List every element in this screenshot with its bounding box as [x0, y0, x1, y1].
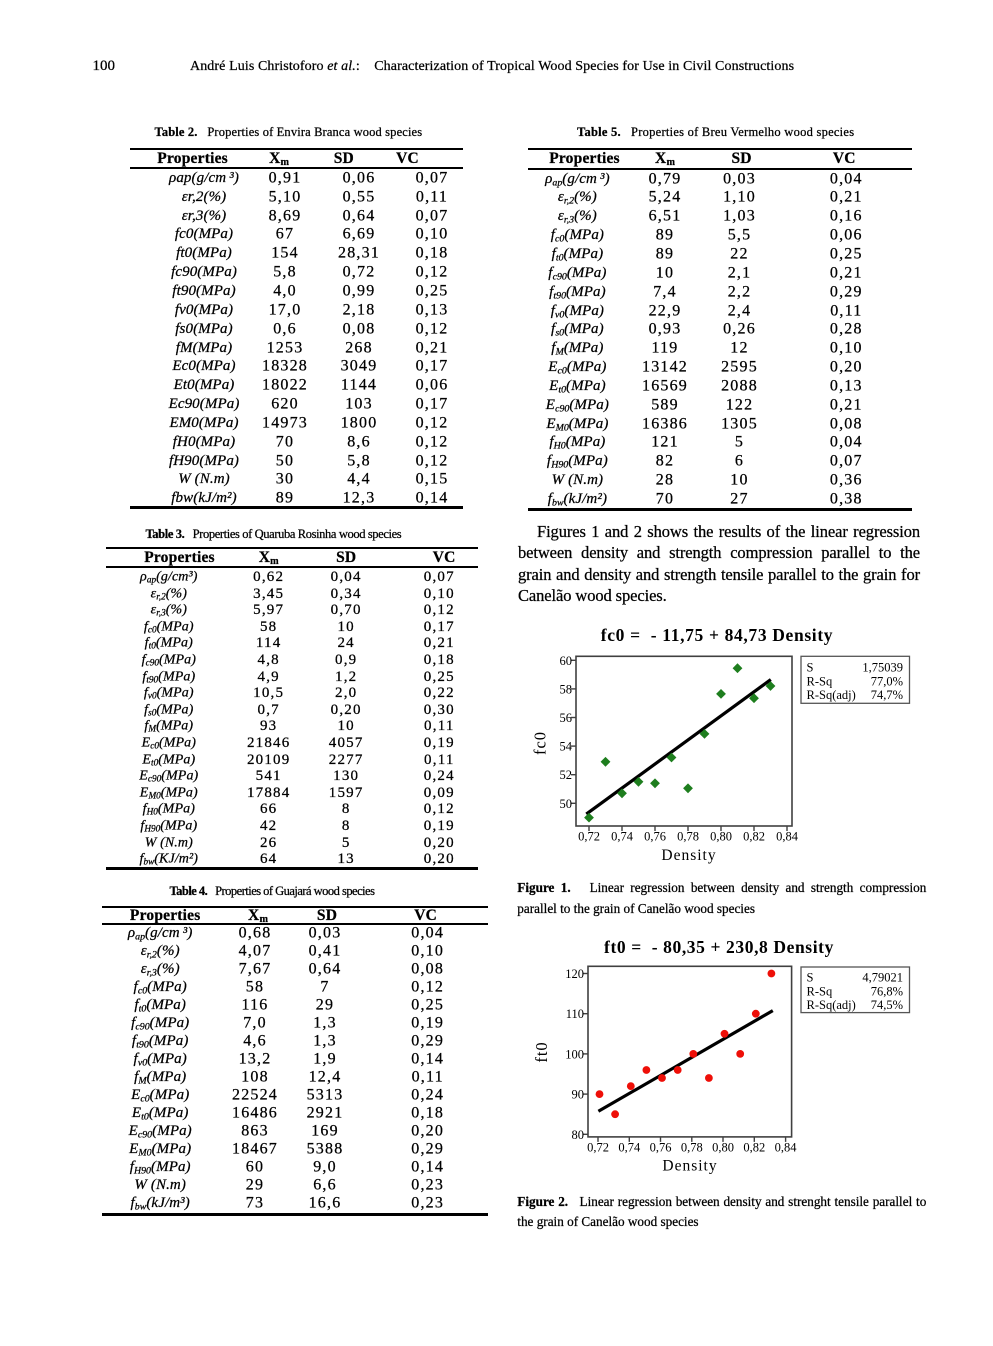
svg-text:74,7%: 74,7%	[871, 688, 903, 702]
svg-text:Density: Density	[662, 1158, 717, 1175]
svg-text:100: 100	[565, 1047, 584, 1061]
svg-text:50: 50	[560, 797, 573, 811]
svg-text:S: S	[807, 660, 814, 674]
svg-text:S: S	[807, 970, 814, 984]
svg-text:0,78: 0,78	[677, 830, 699, 844]
svg-text:0,82: 0,82	[743, 1140, 765, 1154]
svg-text:1,75039: 1,75039	[862, 660, 903, 674]
svg-text:4,79021: 4,79021	[862, 970, 903, 984]
svg-text:80: 80	[572, 1128, 585, 1142]
svg-text:0,80: 0,80	[710, 830, 732, 844]
svg-text:76,8%: 76,8%	[871, 984, 903, 998]
svg-text:R-Sq: R-Sq	[807, 674, 833, 688]
svg-text:0,84: 0,84	[775, 1140, 798, 1154]
svg-text:R-Sq(adj): R-Sq(adj)	[807, 688, 856, 702]
svg-text:0,78: 0,78	[681, 1140, 703, 1154]
svg-text:60: 60	[560, 654, 573, 668]
svg-text:90: 90	[572, 1088, 585, 1102]
svg-text:Density: Density	[661, 847, 716, 864]
svg-text:0,72: 0,72	[578, 830, 600, 844]
svg-text:R-Sq: R-Sq	[807, 984, 833, 998]
svg-text:110: 110	[566, 1007, 584, 1021]
svg-text:0,82: 0,82	[743, 830, 765, 844]
svg-text:fc0 = - 11,75 + 84,73 Density: fc0 = - 11,75 + 84,73 Density	[601, 625, 833, 645]
svg-text:0,76: 0,76	[650, 1140, 672, 1154]
svg-text:0,74: 0,74	[618, 1140, 641, 1154]
svg-text:120: 120	[565, 967, 584, 981]
svg-text:58: 58	[560, 682, 573, 696]
svg-text:74,5%: 74,5%	[871, 998, 903, 1012]
svg-text:R-Sq(adj): R-Sq(adj)	[807, 998, 856, 1012]
svg-text:0,72: 0,72	[587, 1140, 609, 1154]
svg-text:52: 52	[560, 768, 573, 782]
svg-text:ft0: ft0	[532, 1041, 551, 1062]
svg-text:77,0%: 77,0%	[871, 674, 903, 688]
svg-text:ft0 = - 80,35 + 230,8 Density: ft0 = - 80,35 + 230,8 Density	[604, 937, 834, 957]
svg-text:fc0: fc0	[531, 731, 550, 755]
svg-text:0,76: 0,76	[644, 830, 666, 844]
svg-text:54: 54	[560, 740, 573, 754]
svg-text:0,84: 0,84	[776, 830, 799, 844]
svg-text:0,74: 0,74	[611, 830, 634, 844]
svg-text:0,80: 0,80	[712, 1140, 734, 1154]
svg-text:56: 56	[560, 711, 573, 725]
